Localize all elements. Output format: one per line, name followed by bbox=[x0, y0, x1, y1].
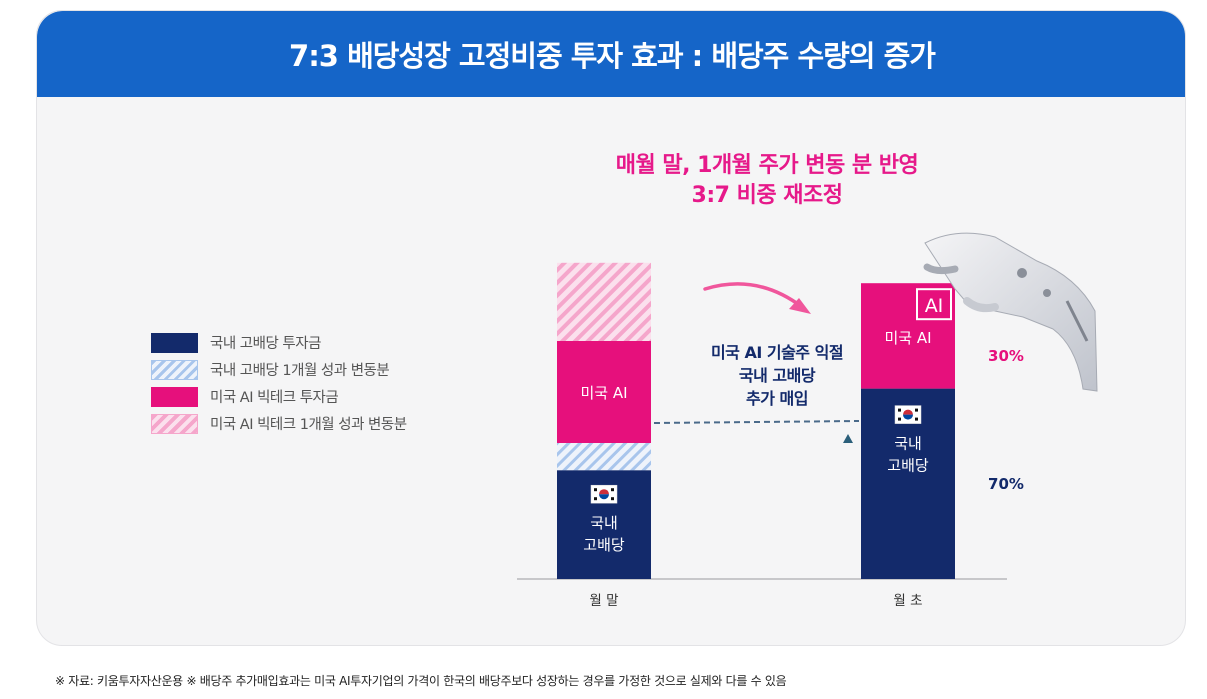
source-footnote: ※ 자료: 키움투자자산운용 ※ 배당주 추가매입효과는 미국 AI투자기업의 … bbox=[55, 674, 787, 688]
segment-label-domestic: 고배당 bbox=[887, 457, 929, 475]
segment-label-us-ai: 미국 AI bbox=[580, 384, 627, 402]
dashed-connector bbox=[653, 420, 860, 424]
legend-item-us-ai-change: 미국 AI 빅테크 1개월 성과 변동분 bbox=[151, 410, 407, 437]
segment-label-domestic: 고배당 bbox=[583, 536, 625, 554]
note-line-2: 국내 고배당 bbox=[738, 366, 816, 385]
legend-label: 미국 AI 빅테크 투자금 bbox=[210, 390, 339, 406]
bar-segment-us-ai bbox=[861, 283, 955, 389]
curved-arrow bbox=[703, 282, 804, 309]
page-title: 7:3 배당성장 고정비중 투자 효과 : 배당주 수량의 증가 bbox=[289, 39, 936, 73]
robot-hand-image bbox=[923, 232, 1098, 392]
note-line-1: 미국 AI 기술주 익절 bbox=[710, 343, 844, 362]
bar-segment-domestic-change bbox=[557, 443, 651, 471]
rebalance-annotation: 매월 말, 1개월 주가 변동 분 반영 3:7 비중 재조정 bbox=[557, 151, 977, 211]
legend-label: 국내 고배당 1개월 성과 변동분 bbox=[210, 363, 390, 379]
percent-label: 70% bbox=[988, 475, 1024, 493]
annotation-line-1: 매월 말, 1개월 주가 변동 분 반영 bbox=[615, 153, 919, 178]
rebalance-note: 미국 AI 기술주 익절 국내 고배당 추가 매입 bbox=[677, 341, 877, 410]
legend-swatch-us-ai-change bbox=[151, 413, 198, 434]
legend-label: 국내 고배당 투자금 bbox=[210, 336, 321, 352]
legend-item-domestic-change: 국내 고배당 1개월 성과 변동분 bbox=[151, 356, 407, 383]
legend-swatch-us-ai bbox=[151, 386, 198, 407]
curved-arrow-head bbox=[789, 298, 811, 314]
percent-label: 30% bbox=[988, 347, 1024, 365]
category-label: 월 초 bbox=[893, 593, 922, 609]
korea-flag-icon bbox=[590, 484, 618, 504]
segment-label-domestic: 국내 bbox=[894, 435, 922, 453]
segment-label-domestic: 국내 bbox=[590, 514, 618, 532]
infographic-card: 7:3 배당성장 고정비중 투자 효과 : 배당주 수량의 증가 매월 말, 1… bbox=[36, 10, 1186, 646]
legend-swatch-domestic-change bbox=[151, 359, 198, 380]
category-label: 월 말 bbox=[589, 593, 618, 609]
legend-label: 미국 AI 빅테크 1개월 성과 변동분 bbox=[210, 417, 407, 433]
up-triangle-marker bbox=[843, 434, 853, 443]
bar-segment-us-ai_change bbox=[557, 262, 651, 341]
header-banner: 7:3 배당성장 고정비중 투자 효과 : 배당주 수량의 증가 bbox=[37, 11, 1185, 97]
legend: 국내 고배당 투자금 국내 고배당 1개월 성과 변동분 미국 AI 빅테크 투… bbox=[151, 329, 407, 437]
annotation-line-2: 3:7 비중 재조정 bbox=[691, 183, 843, 208]
korea-flag-icon bbox=[894, 405, 922, 424]
segment-label-us-ai: 미국 AI bbox=[884, 329, 931, 347]
note-line-3: 추가 매입 bbox=[746, 389, 808, 408]
ai-badge-icon: AI bbox=[916, 288, 952, 321]
legend-item-domestic: 국내 고배당 투자금 bbox=[151, 329, 407, 356]
ai-badge-text: AI bbox=[925, 295, 944, 317]
legend-swatch-domestic bbox=[151, 332, 198, 353]
legend-item-us-ai: 미국 AI 빅테크 투자금 bbox=[151, 383, 407, 410]
bar-segment-us-ai bbox=[557, 341, 651, 443]
